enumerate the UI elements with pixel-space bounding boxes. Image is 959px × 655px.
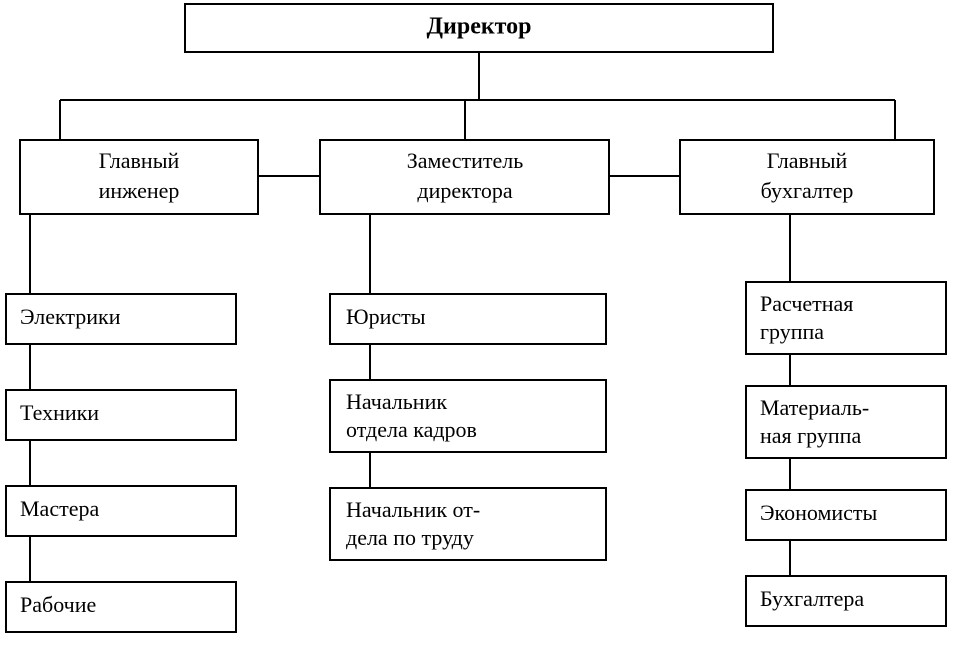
label-dep3-l0: Начальник от-	[346, 497, 480, 522]
label-dep-l0: Заместитель	[407, 148, 524, 173]
label-eng2: Техники	[20, 400, 99, 425]
label-acc2-l0: Материаль-	[760, 395, 869, 420]
label-eng3: Мастера	[20, 496, 99, 521]
label-dep-l1: директора	[417, 178, 512, 203]
label-root: Директор	[427, 14, 532, 40]
label-dep1: Юристы	[346, 304, 426, 329]
label-eng4: Рабочие	[20, 592, 96, 617]
label-eng-l1: инженер	[99, 178, 180, 203]
label-dep3-l1: дела по труду	[346, 525, 474, 550]
label-acc3: Экономисты	[760, 500, 878, 525]
label-acc-l1: бухгалтер	[761, 178, 854, 203]
label-acc-l0: Главный	[767, 148, 848, 173]
label-acc4: Бухгалтера	[760, 586, 864, 611]
label-acc2-l1: ная группа	[760, 423, 861, 448]
label-acc1-l0: Расчетная	[760, 291, 853, 316]
label-eng1: Электрики	[20, 304, 121, 329]
label-dep2-l1: отдела кадров	[346, 417, 477, 442]
label-eng-l0: Главный	[99, 148, 180, 173]
label-dep2-l0: Начальник	[346, 389, 447, 414]
org-chart: Директор Главный инженер Заместитель директо…	[0, 0, 959, 655]
boxes-group: Директор Главный инженер Заместитель директо…	[6, 4, 946, 632]
label-acc1-l1: группа	[760, 319, 824, 344]
